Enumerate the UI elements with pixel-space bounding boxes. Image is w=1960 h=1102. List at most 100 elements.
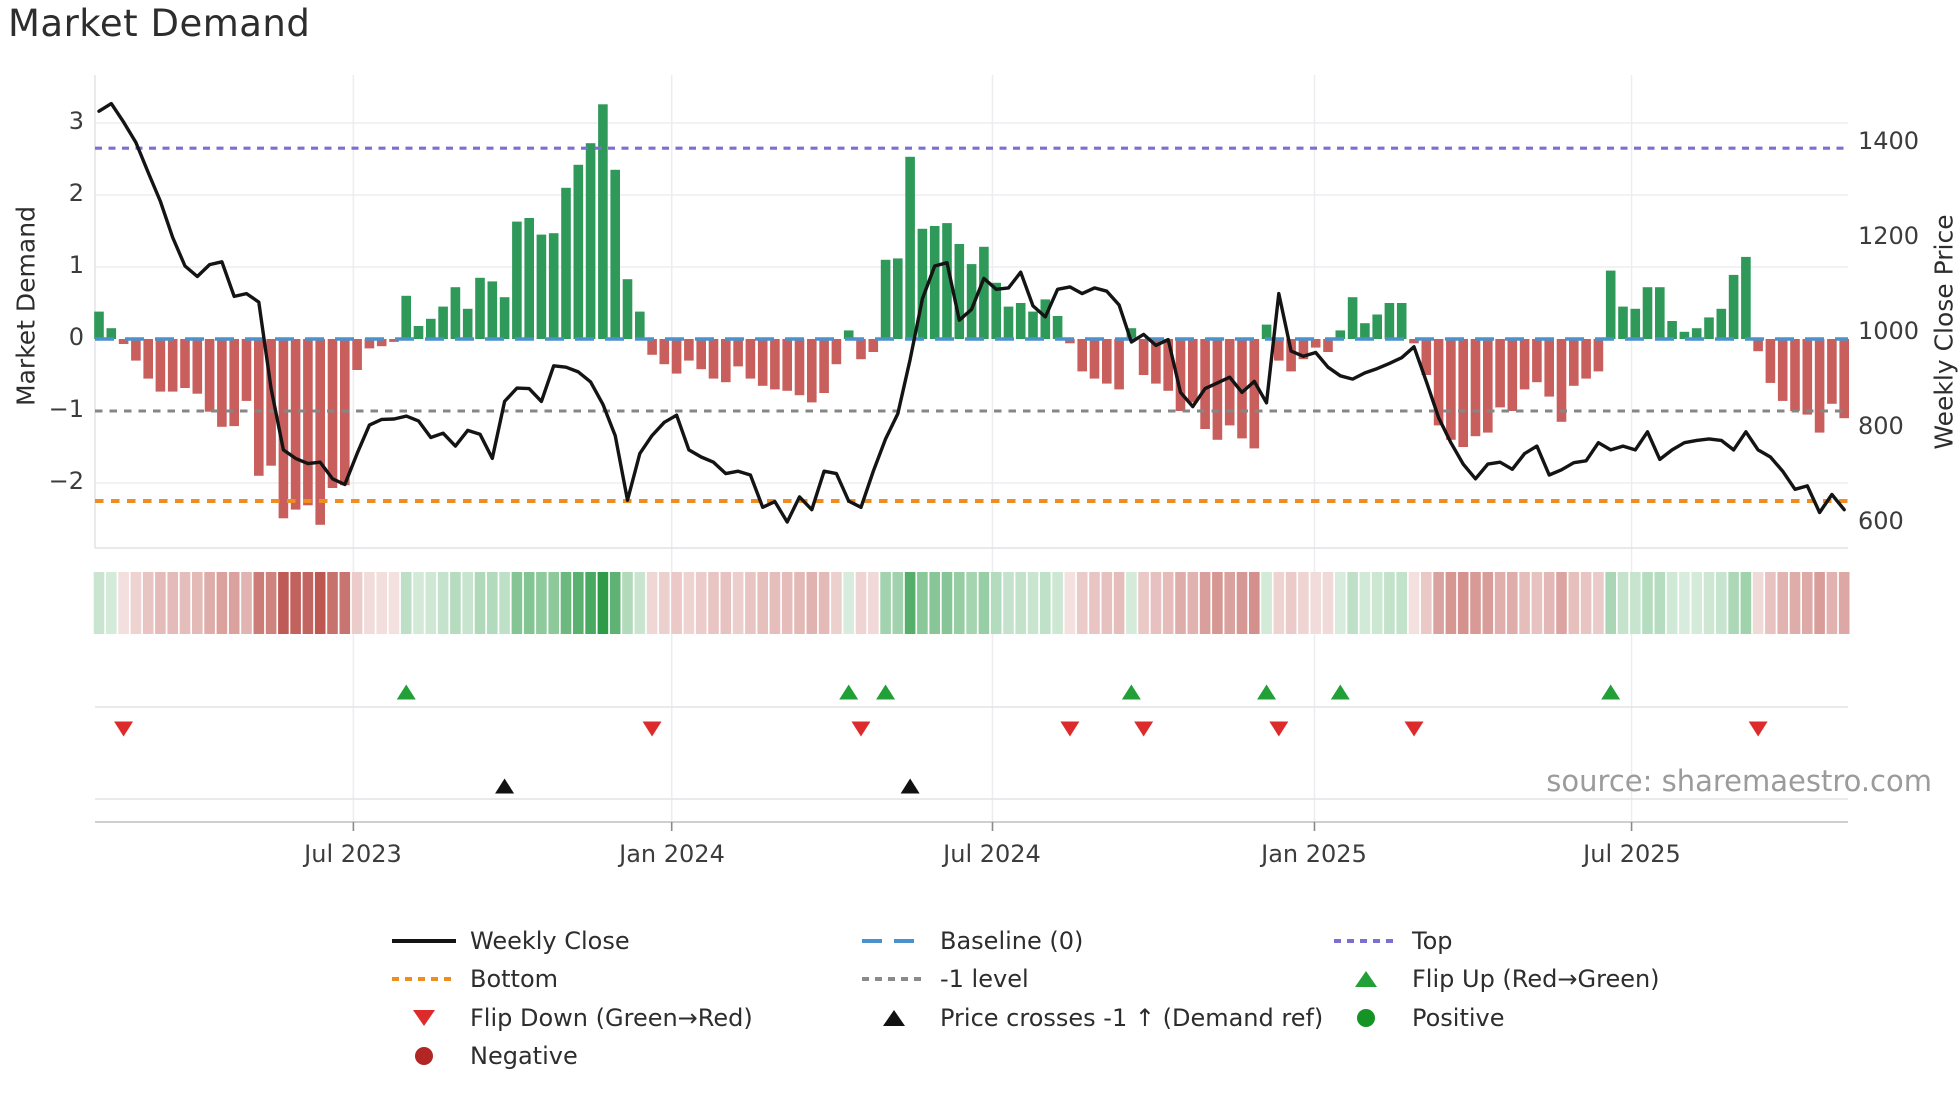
heatmap-cell xyxy=(278,572,289,634)
heatmap-cell xyxy=(720,572,732,634)
left-axis-label: Market Demand xyxy=(11,206,41,406)
demand-bar xyxy=(733,339,743,367)
demand-bar xyxy=(782,339,792,391)
heatmap-cell xyxy=(228,572,240,634)
demand-bar xyxy=(1556,339,1567,422)
demand-bars xyxy=(94,104,1849,525)
demand-bar xyxy=(278,339,289,519)
legend-handle xyxy=(1332,1009,1400,1027)
demand-bar xyxy=(290,339,301,510)
heatmap-cell xyxy=(1445,572,1457,634)
demand-bar xyxy=(118,339,129,344)
demand-bar xyxy=(1372,314,1382,339)
left-axis-tick-label: 3 xyxy=(68,107,84,135)
legend-label: Flip Up (Red→Green) xyxy=(1412,965,1660,993)
demand-bar xyxy=(1483,339,1493,433)
legend-label: Flip Down (Green→Red) xyxy=(470,1004,753,1032)
legend-item: Baseline (0) xyxy=(860,922,1083,960)
heatmap-cell xyxy=(339,572,351,634)
price-cross-marker xyxy=(900,778,920,794)
heatmap-cell xyxy=(929,572,940,634)
demand-bar xyxy=(106,328,117,339)
heatmap-cell xyxy=(1531,572,1543,634)
heatmap-cell xyxy=(1654,572,1666,634)
demand-bar xyxy=(622,279,633,339)
demand-bar xyxy=(180,339,190,388)
legend-label: -1 level xyxy=(940,965,1029,993)
demand-bar xyxy=(1409,339,1419,344)
heatmap-cell xyxy=(671,572,682,634)
price-cross-marker xyxy=(495,778,515,794)
legend-dotted-swatch xyxy=(862,977,926,981)
heatmap-cell xyxy=(818,572,830,634)
flip-up-marker xyxy=(1330,684,1350,700)
heatmap-cell xyxy=(1347,572,1358,634)
demand-bar xyxy=(659,339,670,365)
legend-label: Weekly Close xyxy=(470,927,630,955)
heatmap-cell xyxy=(745,572,756,634)
heatmap-cell xyxy=(1617,572,1629,634)
flip-down-marker xyxy=(1134,721,1154,737)
heatmap-cell xyxy=(523,572,535,634)
demand-bar xyxy=(598,104,608,339)
heatmap-cell xyxy=(1777,572,1788,634)
demand-bar xyxy=(131,339,141,361)
demand-bar xyxy=(1765,339,1776,383)
heatmap-cell xyxy=(1691,572,1702,634)
demand-bar xyxy=(303,339,313,506)
demand-bar xyxy=(1618,306,1628,339)
heatmap-cell xyxy=(302,572,314,634)
weekly-close-line xyxy=(97,101,1846,524)
demand-bar xyxy=(929,226,940,339)
heatmap-cell xyxy=(1224,572,1235,634)
legend-label: Positive xyxy=(1412,1004,1505,1032)
demand-bar xyxy=(1298,339,1309,360)
heatmap-cell xyxy=(831,572,842,634)
demand-bar xyxy=(1593,339,1604,372)
legend-label: Negative xyxy=(470,1042,578,1070)
demand-bar xyxy=(1015,303,1026,339)
demand-bar xyxy=(966,264,977,339)
left-axis-tick-label: −1 xyxy=(48,395,84,423)
heatmap-cell xyxy=(1433,572,1444,634)
heatmap-cell xyxy=(1838,572,1850,634)
demand-bar xyxy=(1200,339,1210,429)
heatmap-cell xyxy=(106,572,117,634)
demand-bar xyxy=(1163,339,1173,391)
heatmap-cell xyxy=(990,572,1002,634)
heatmap-cell xyxy=(1605,572,1616,634)
legend-handle xyxy=(390,939,458,943)
heatmap-cell xyxy=(695,572,707,634)
heatmap-cell xyxy=(732,572,744,634)
flip-up-marker xyxy=(1601,684,1621,700)
heatmap-cell xyxy=(1703,572,1715,634)
demand-bar xyxy=(327,339,338,488)
left-axis-tick-label: 0 xyxy=(68,323,84,351)
heatmap-cell xyxy=(634,572,646,634)
heatmap-cell xyxy=(179,572,191,634)
demand-bar xyxy=(843,330,854,339)
heatmap-cell xyxy=(167,572,178,634)
heatmap-cell xyxy=(1593,572,1604,634)
demand-bar xyxy=(1704,317,1714,339)
heatmap-cell xyxy=(1666,572,1678,634)
demand-heatmap-strip xyxy=(93,572,1850,634)
demand-bar xyxy=(991,282,1001,339)
heatmap-cell xyxy=(1507,572,1518,634)
heatmap-cell xyxy=(1285,572,1297,634)
heatmap-cell xyxy=(966,572,977,634)
right-axis-tick-label: 1200 xyxy=(1858,222,1920,250)
legend-dotted-swatch xyxy=(1334,939,1398,943)
flip-down-marker xyxy=(851,721,871,737)
demand-bar xyxy=(1077,339,1087,372)
heatmap-cell xyxy=(1040,572,1051,634)
heatmap-cell xyxy=(1716,572,1727,634)
demand-bar xyxy=(1274,339,1284,361)
demand-bar xyxy=(856,339,866,360)
demand-bar xyxy=(1065,339,1075,344)
demand-bar xyxy=(1581,339,1591,379)
heatmap-cell xyxy=(1027,572,1039,634)
heatmap-cell xyxy=(437,572,449,634)
